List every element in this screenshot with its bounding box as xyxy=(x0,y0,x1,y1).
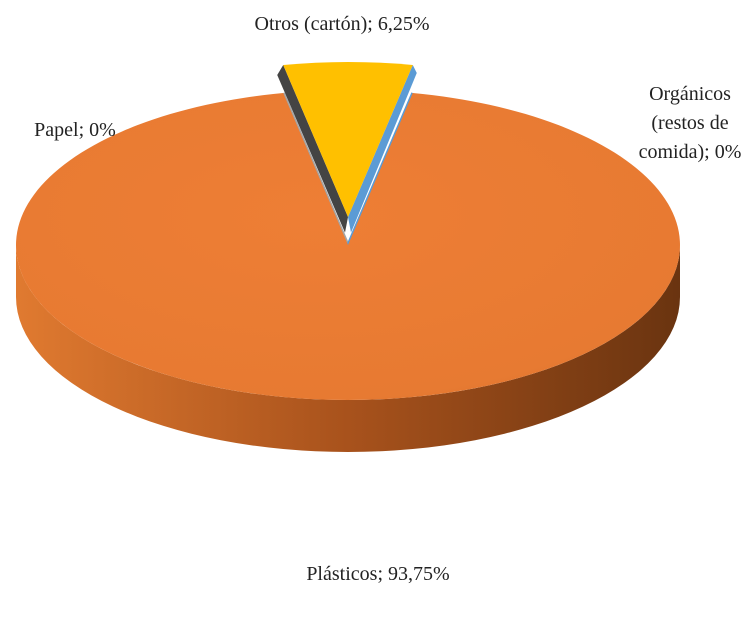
value-label: 6,25% xyxy=(377,13,430,35)
data-label: Plásticos; 93,75% xyxy=(268,560,488,589)
value-label: 93,75% xyxy=(388,563,450,585)
category-name: Otros (cartón) xyxy=(254,13,368,35)
pie-side xyxy=(16,245,680,452)
slice-edge xyxy=(277,64,348,233)
label-separator: ; xyxy=(704,141,715,163)
data-label: Papel; 0% xyxy=(5,116,145,145)
data-label: Otros (cartón); 6,25% xyxy=(232,10,452,39)
pie-slice xyxy=(283,62,413,217)
pie-slice xyxy=(15,92,680,400)
category-name: Plásticos xyxy=(306,563,378,585)
category-name: Orgánicos (restos de comida) xyxy=(638,83,731,163)
category-name: Papel xyxy=(34,119,79,141)
value-label: 0% xyxy=(714,141,742,163)
data-label: Orgánicos (restos de comida); 0% xyxy=(620,80,750,167)
slice-edge xyxy=(348,64,417,233)
value-label: 0% xyxy=(89,119,116,141)
label-separator: ; xyxy=(367,13,378,35)
label-separator: ; xyxy=(377,563,388,585)
label-separator: ; xyxy=(78,119,90,141)
